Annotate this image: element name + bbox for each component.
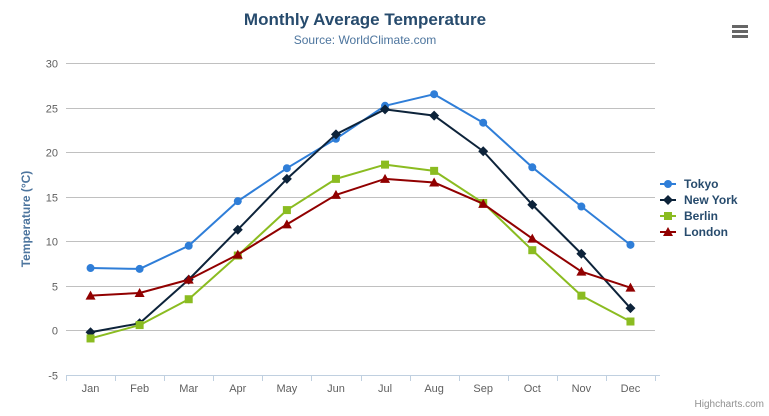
credits-link[interactable]: Highcharts.com (694, 399, 764, 410)
series-line-london[interactable] (90, 177, 631, 297)
x-axis-label: Oct (524, 383, 541, 395)
legend-marker-circle-icon (660, 180, 676, 188)
x-axis-label: Jan (82, 383, 100, 395)
legend-marker-square-icon (660, 212, 676, 220)
y-axis-label: 0 (52, 326, 58, 338)
chart-subtitle: Source: WorldClimate.com (293, 33, 437, 47)
legend-item-berlin[interactable]: Berlin (659, 208, 738, 224)
y-axis-label: -5 (48, 371, 58, 383)
series-london[interactable] (85, 173, 636, 300)
legend-label: Tokyo (684, 177, 719, 191)
series-tokyo[interactable] (86, 90, 635, 273)
x-axis-label: Feb (130, 383, 149, 395)
legend-marker-triangle-icon (660, 227, 676, 236)
series-line-berlin[interactable] (90, 163, 631, 340)
x-axis-label: Apr (229, 383, 246, 395)
y-axis-label: 25 (46, 104, 58, 116)
x-axis-label: Dec (621, 383, 641, 395)
x-axis-label: Jul (378, 383, 392, 395)
legend-item-london[interactable]: London (659, 224, 738, 240)
x-axis-label: Mar (179, 383, 198, 395)
legend-item-tokyo[interactable]: Tokyo (659, 176, 738, 192)
x-axis-label: May (276, 383, 297, 395)
x-axis-label: Jun (327, 383, 345, 395)
hamburger-icon (732, 24, 752, 38)
legend-label: London (684, 225, 728, 239)
series-line-new-york[interactable] (90, 108, 632, 334)
y-axis-label: 30 (46, 59, 58, 71)
legend-label: Berlin (684, 209, 719, 223)
x-axis-label: Sep (473, 383, 493, 395)
chart-legend: Tokyo New York Berlin London (659, 176, 738, 240)
y-axis-title: Temperature (°C) (19, 170, 33, 268)
series-new-york[interactable] (85, 104, 636, 338)
x-axis-label: Nov (572, 383, 592, 395)
series-line-tokyo[interactable] (90, 93, 632, 270)
legend-item-new-york[interactable]: New York (659, 192, 738, 208)
y-axis-label: 20 (46, 148, 58, 160)
legend-marker-diamond-icon (660, 195, 676, 205)
chart-title: Monthly Average Temperature (243, 10, 487, 29)
x-axis-label: Aug (424, 383, 444, 395)
chart-context-menu-button[interactable] (730, 19, 754, 43)
y-axis-label: 15 (46, 193, 58, 205)
legend-label: New York (684, 193, 738, 207)
y-axis-label: 10 (46, 237, 58, 249)
series-berlin[interactable] (86, 160, 635, 343)
y-axis-label: 5 (52, 282, 58, 294)
